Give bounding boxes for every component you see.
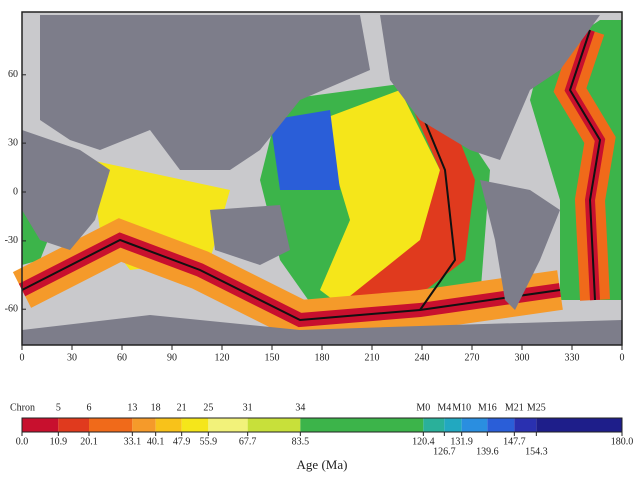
age-tick-label: 131.9 [450,436,473,447]
lon-tick-label: 30 [67,352,77,363]
age-tick-label: 139.6 [476,446,499,457]
age-tick-label: 20.1 [80,436,98,447]
lon-tick-label: 300 [515,352,530,363]
chron-label: 18 [151,402,161,413]
colorbar-segment [444,418,462,432]
age-tick-label: 126.7 [433,446,456,457]
age-tick-label: 10.9 [50,436,68,447]
colorbar-segment [514,418,537,432]
north-america [380,15,600,160]
ridge-line [21,238,561,322]
age-tick-label: 0.0 [16,436,29,447]
lat-tick-label: 30 [8,137,18,148]
pacific-old [270,110,340,190]
colorbar-segment [58,418,89,432]
lon-tick-label: 270 [465,352,480,363]
age-tick-label: 147.7 [503,436,526,447]
lon-tick-label: 330 [565,352,580,363]
age-tick-label: 67.7 [239,436,257,447]
age-tick-label: 180.0 [611,436,634,447]
colorbar-segment [461,418,488,432]
age-tick-label: 40.1 [147,436,165,447]
chron-label: 5 [56,402,61,413]
antarctica [22,315,622,345]
colorbar-segment [300,418,424,432]
age-tick-label: 120.4 [412,436,435,447]
lon-tick-label: 120 [215,352,230,363]
lon-tick-label: 0 [20,352,25,363]
lat-tick-label: 60 [8,69,18,80]
chron-label: M16 [478,402,497,413]
chron-label: 31 [243,402,253,413]
colorbar-segment [89,418,133,432]
pacific-ridge [330,80,475,325]
colorbar-segment [132,418,156,432]
chron-label: M4 [437,402,451,413]
age-tick-label: 55.9 [200,436,218,447]
lat-tick-label: -60 [5,304,18,315]
age-tick-label: 47.9 [173,436,191,447]
lon-tick-label: 0 [620,352,625,363]
chron-label: 25 [203,402,213,413]
colorbar-segment [247,418,301,432]
chron-label: M21 [505,402,524,413]
lat-tick-label: -30 [5,235,18,246]
lon-tick-label: 60 [117,352,127,363]
eurasia [40,15,370,170]
lon-tick-label: 150 [265,352,280,363]
ridge-line [409,84,457,311]
colorbar-segment [536,418,622,432]
south-america [480,180,560,310]
chron-label: 13 [127,402,137,413]
chron-label: M10 [452,402,471,413]
chron-title: Chron [10,402,35,413]
chron-label: 6 [87,402,92,413]
age-tick-label: 154.3 [525,446,548,457]
ridge-line [568,29,602,301]
colorbar-segment [423,418,445,432]
colorbar-axis-label: Age (Ma) [297,457,348,472]
colorbar-frame [21,417,623,433]
age-tick-label: 83.5 [292,436,310,447]
lon-tick-label: 180 [315,352,330,363]
chron-label: 21 [177,402,187,413]
colorbar-segment [155,418,182,432]
map [12,11,623,346]
lon-tick-label: 210 [365,352,380,363]
chron-label: 34 [295,402,305,413]
colorbar-segment [22,418,59,432]
age-tick-label: 33.1 [124,436,142,447]
africa [22,130,110,250]
chron-label: M0 [416,402,430,413]
colorbar-segment [181,418,209,432]
colorbar-segment [487,418,515,432]
lon-tick-label: 240 [415,352,430,363]
colorbar-segment [208,418,248,432]
chron-label: M25 [527,402,546,413]
lon-tick-label: 90 [167,352,177,363]
australia [210,205,290,265]
lat-tick-label: 0 [13,186,18,197]
